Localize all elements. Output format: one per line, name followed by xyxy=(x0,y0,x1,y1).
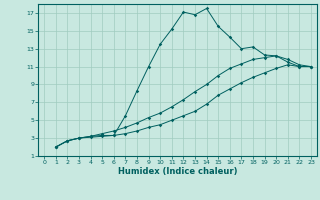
X-axis label: Humidex (Indice chaleur): Humidex (Indice chaleur) xyxy=(118,167,237,176)
